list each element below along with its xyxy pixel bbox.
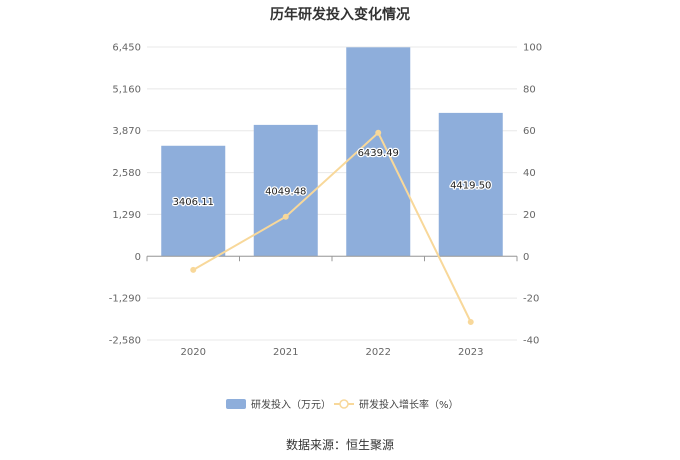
bar-value-label: 3406.11 — [173, 197, 214, 208]
legend-bar-swatch — [226, 399, 246, 409]
y-right-tick-label: 80 — [523, 84, 536, 95]
legend-bar-label[interactable]: 研发投入（万元） — [251, 398, 331, 411]
y-right-tick-label: 40 — [523, 168, 536, 179]
legend-line-label[interactable]: 研发投入增长率（%） — [359, 398, 459, 411]
y-left-tick-label: 2,580 — [112, 168, 141, 179]
data-source-note: 数据来源：恒生聚源 — [285, 438, 394, 452]
y-left-tick-label: -2,580 — [109, 336, 141, 347]
legend[interactable]: 研发投入（万元） 研发投入增长率（%） — [226, 398, 459, 411]
bar[interactable] — [253, 124, 318, 257]
y-left-tick-label: -1,290 — [109, 294, 141, 305]
line-series — [190, 129, 474, 326]
line-point[interactable] — [467, 319, 474, 326]
chart-title: 历年研发投入变化情况 — [270, 7, 410, 23]
y-left-tick-label: 1,290 — [112, 210, 141, 221]
x-tick-label: 2020 — [181, 347, 206, 358]
y-right-tick-label: 20 — [523, 210, 536, 221]
bar-value-label: 4419.50 — [450, 181, 491, 192]
y-left-tick-label: 0 — [135, 252, 141, 263]
line-point[interactable] — [282, 213, 289, 220]
bar-value-label: 4049.48 — [265, 187, 306, 198]
bar-series — [161, 47, 503, 257]
y-right-tick-label: 60 — [523, 126, 536, 137]
x-tick-label: 2021 — [273, 347, 298, 358]
axes: -2,580 -1,290 0 1,290 2,580 3,870 5,160 6,450 -4… — [109, 43, 542, 359]
growth-rate-line — [192, 131, 472, 323]
bar-value-label: 6439.49 — [358, 148, 399, 159]
x-tick-label: 2023 — [458, 347, 483, 358]
line-point[interactable] — [190, 266, 197, 273]
y-right-tick-label: -40 — [523, 336, 539, 347]
y-right-tick-label: 100 — [523, 43, 542, 54]
y-right-tick-label: 0 — [523, 252, 529, 263]
bar[interactable] — [161, 145, 226, 257]
x-tick-label: 2022 — [366, 347, 391, 358]
y-left-tick-label: 6,450 — [112, 43, 141, 54]
line-point[interactable] — [375, 129, 382, 136]
bar[interactable] — [438, 112, 503, 257]
y-right-tick-label: -20 — [523, 294, 539, 305]
y-left-tick-label: 5,160 — [112, 84, 141, 95]
legend-line-marker — [339, 399, 349, 409]
y-left-tick-label: 3,870 — [112, 126, 141, 137]
bar-value-labels: 3406.11 4049.48 6439.49 4419.50 — [171, 147, 492, 210]
